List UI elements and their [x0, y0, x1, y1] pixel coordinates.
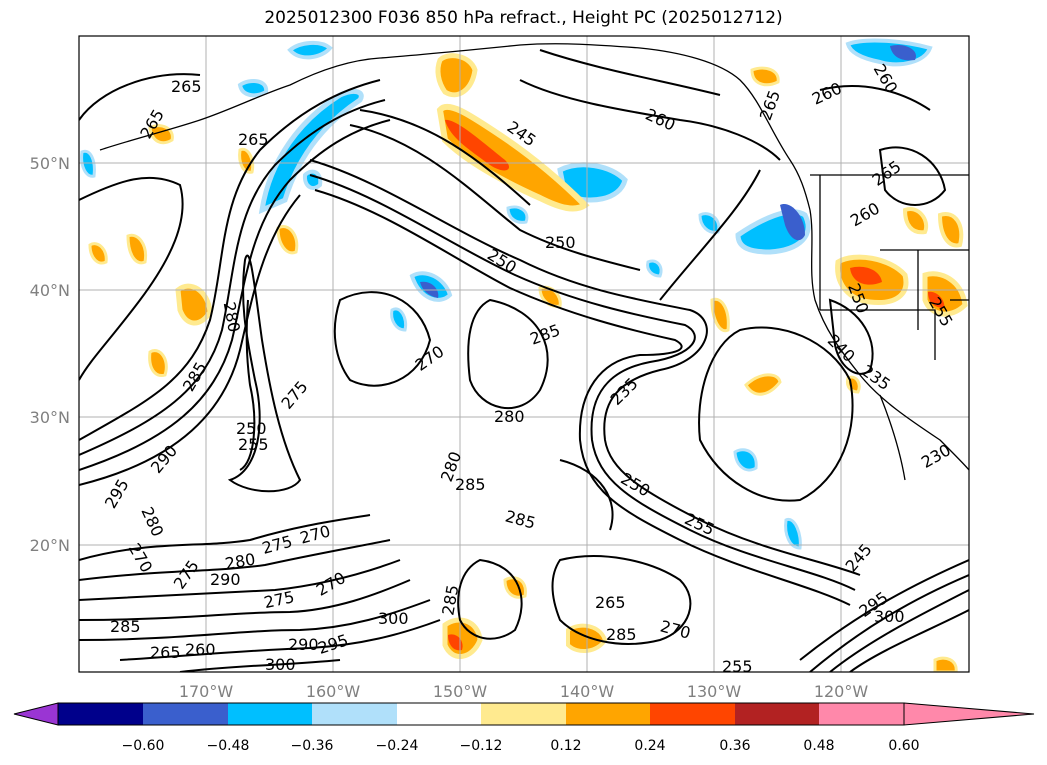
- colorbar-segment: [312, 703, 397, 725]
- colorbar-tick-label: −0.12: [460, 738, 503, 754]
- contour-label: 255: [238, 435, 269, 454]
- colorbar: −0.60 −0.48 −0.36 −0.24 −0.12 0.12 0.24 …: [13, 702, 1035, 754]
- lat-label-50n: 50°N: [30, 154, 70, 173]
- colorbar-tick-label: 0.48: [803, 738, 834, 754]
- contour-label: 285: [110, 617, 141, 636]
- map-title: 2025012300 F036 850 hPa refract., Height…: [264, 8, 783, 28]
- contour-label: 280: [494, 407, 525, 426]
- colorbar-segment: [228, 703, 312, 725]
- lon-label-140w: 140°W: [560, 682, 615, 701]
- colorbar-ticks: −0.60 −0.48 −0.36 −0.24 −0.12 0.12 0.24 …: [122, 738, 920, 754]
- lat-label-40n: 40°N: [30, 281, 70, 300]
- contour-label: 265: [595, 593, 626, 612]
- lon-label-150w: 150°W: [433, 682, 488, 701]
- contour-label: 265: [238, 130, 269, 149]
- contour-label: 265: [171, 77, 202, 96]
- longitude-labels: 170°W 160°W 150°W 140°W 130°W 120°W: [179, 682, 869, 701]
- coastlines: [99, 43, 969, 481]
- colorbar-segment: [819, 703, 904, 725]
- colorbar-segment: [143, 703, 228, 725]
- colorbar-tick-label: −0.24: [376, 738, 419, 754]
- shaded-anomalies: [80, 38, 968, 672]
- contour-label: 250: [236, 419, 267, 438]
- contour-label: 300: [874, 607, 905, 626]
- colorbar-segment: [481, 703, 566, 725]
- map-frame: [78, 35, 970, 673]
- colorbar-segment: [58, 703, 143, 725]
- contour-label: 265: [150, 643, 181, 662]
- contour-label: 290: [210, 570, 241, 589]
- lat-label-30n: 30°N: [30, 408, 70, 427]
- contour-label: 285: [606, 625, 637, 644]
- lon-label-170w: 170°W: [179, 682, 234, 701]
- colorbar-tick-label: 0.24: [634, 738, 665, 754]
- latitude-labels: 50°N 40°N 30°N 20°N: [30, 154, 70, 555]
- lon-label-130w: 130°W: [687, 682, 742, 701]
- contour-label: 260: [185, 640, 216, 659]
- colorbar-segment: [566, 703, 650, 725]
- contour-label: 285: [455, 475, 486, 494]
- colorbar-outline: [57, 702, 905, 726]
- contour-label: 290: [288, 635, 319, 654]
- contour-label: 255: [722, 657, 753, 676]
- colorbar-segment: [650, 703, 735, 725]
- colorbar-tick-label: 0.36: [719, 738, 750, 754]
- colorbar-segment: [397, 703, 481, 725]
- contour-label: 300: [265, 655, 296, 674]
- contour-label: 300: [378, 609, 409, 628]
- lon-label-120w: 120°W: [814, 682, 869, 701]
- lon-label-160w: 160°W: [306, 682, 361, 701]
- colorbar-segment: [735, 703, 819, 725]
- contour-label: 250: [545, 233, 576, 252]
- colorbar-tick-label: −0.48: [207, 738, 250, 754]
- colorbar-tick-label: −0.36: [291, 738, 334, 754]
- colorbar-tick-label: 0.60: [888, 738, 919, 754]
- graticule: [79, 36, 969, 672]
- colorbar-tick-label: −0.60: [122, 738, 165, 754]
- colorbar-extend-max: [903, 702, 1035, 726]
- height-contours: [79, 49, 969, 672]
- lat-label-20n: 20°N: [30, 536, 70, 555]
- colorbar-tick-label: 0.12: [550, 738, 581, 754]
- colorbar-extend-min: [13, 702, 59, 726]
